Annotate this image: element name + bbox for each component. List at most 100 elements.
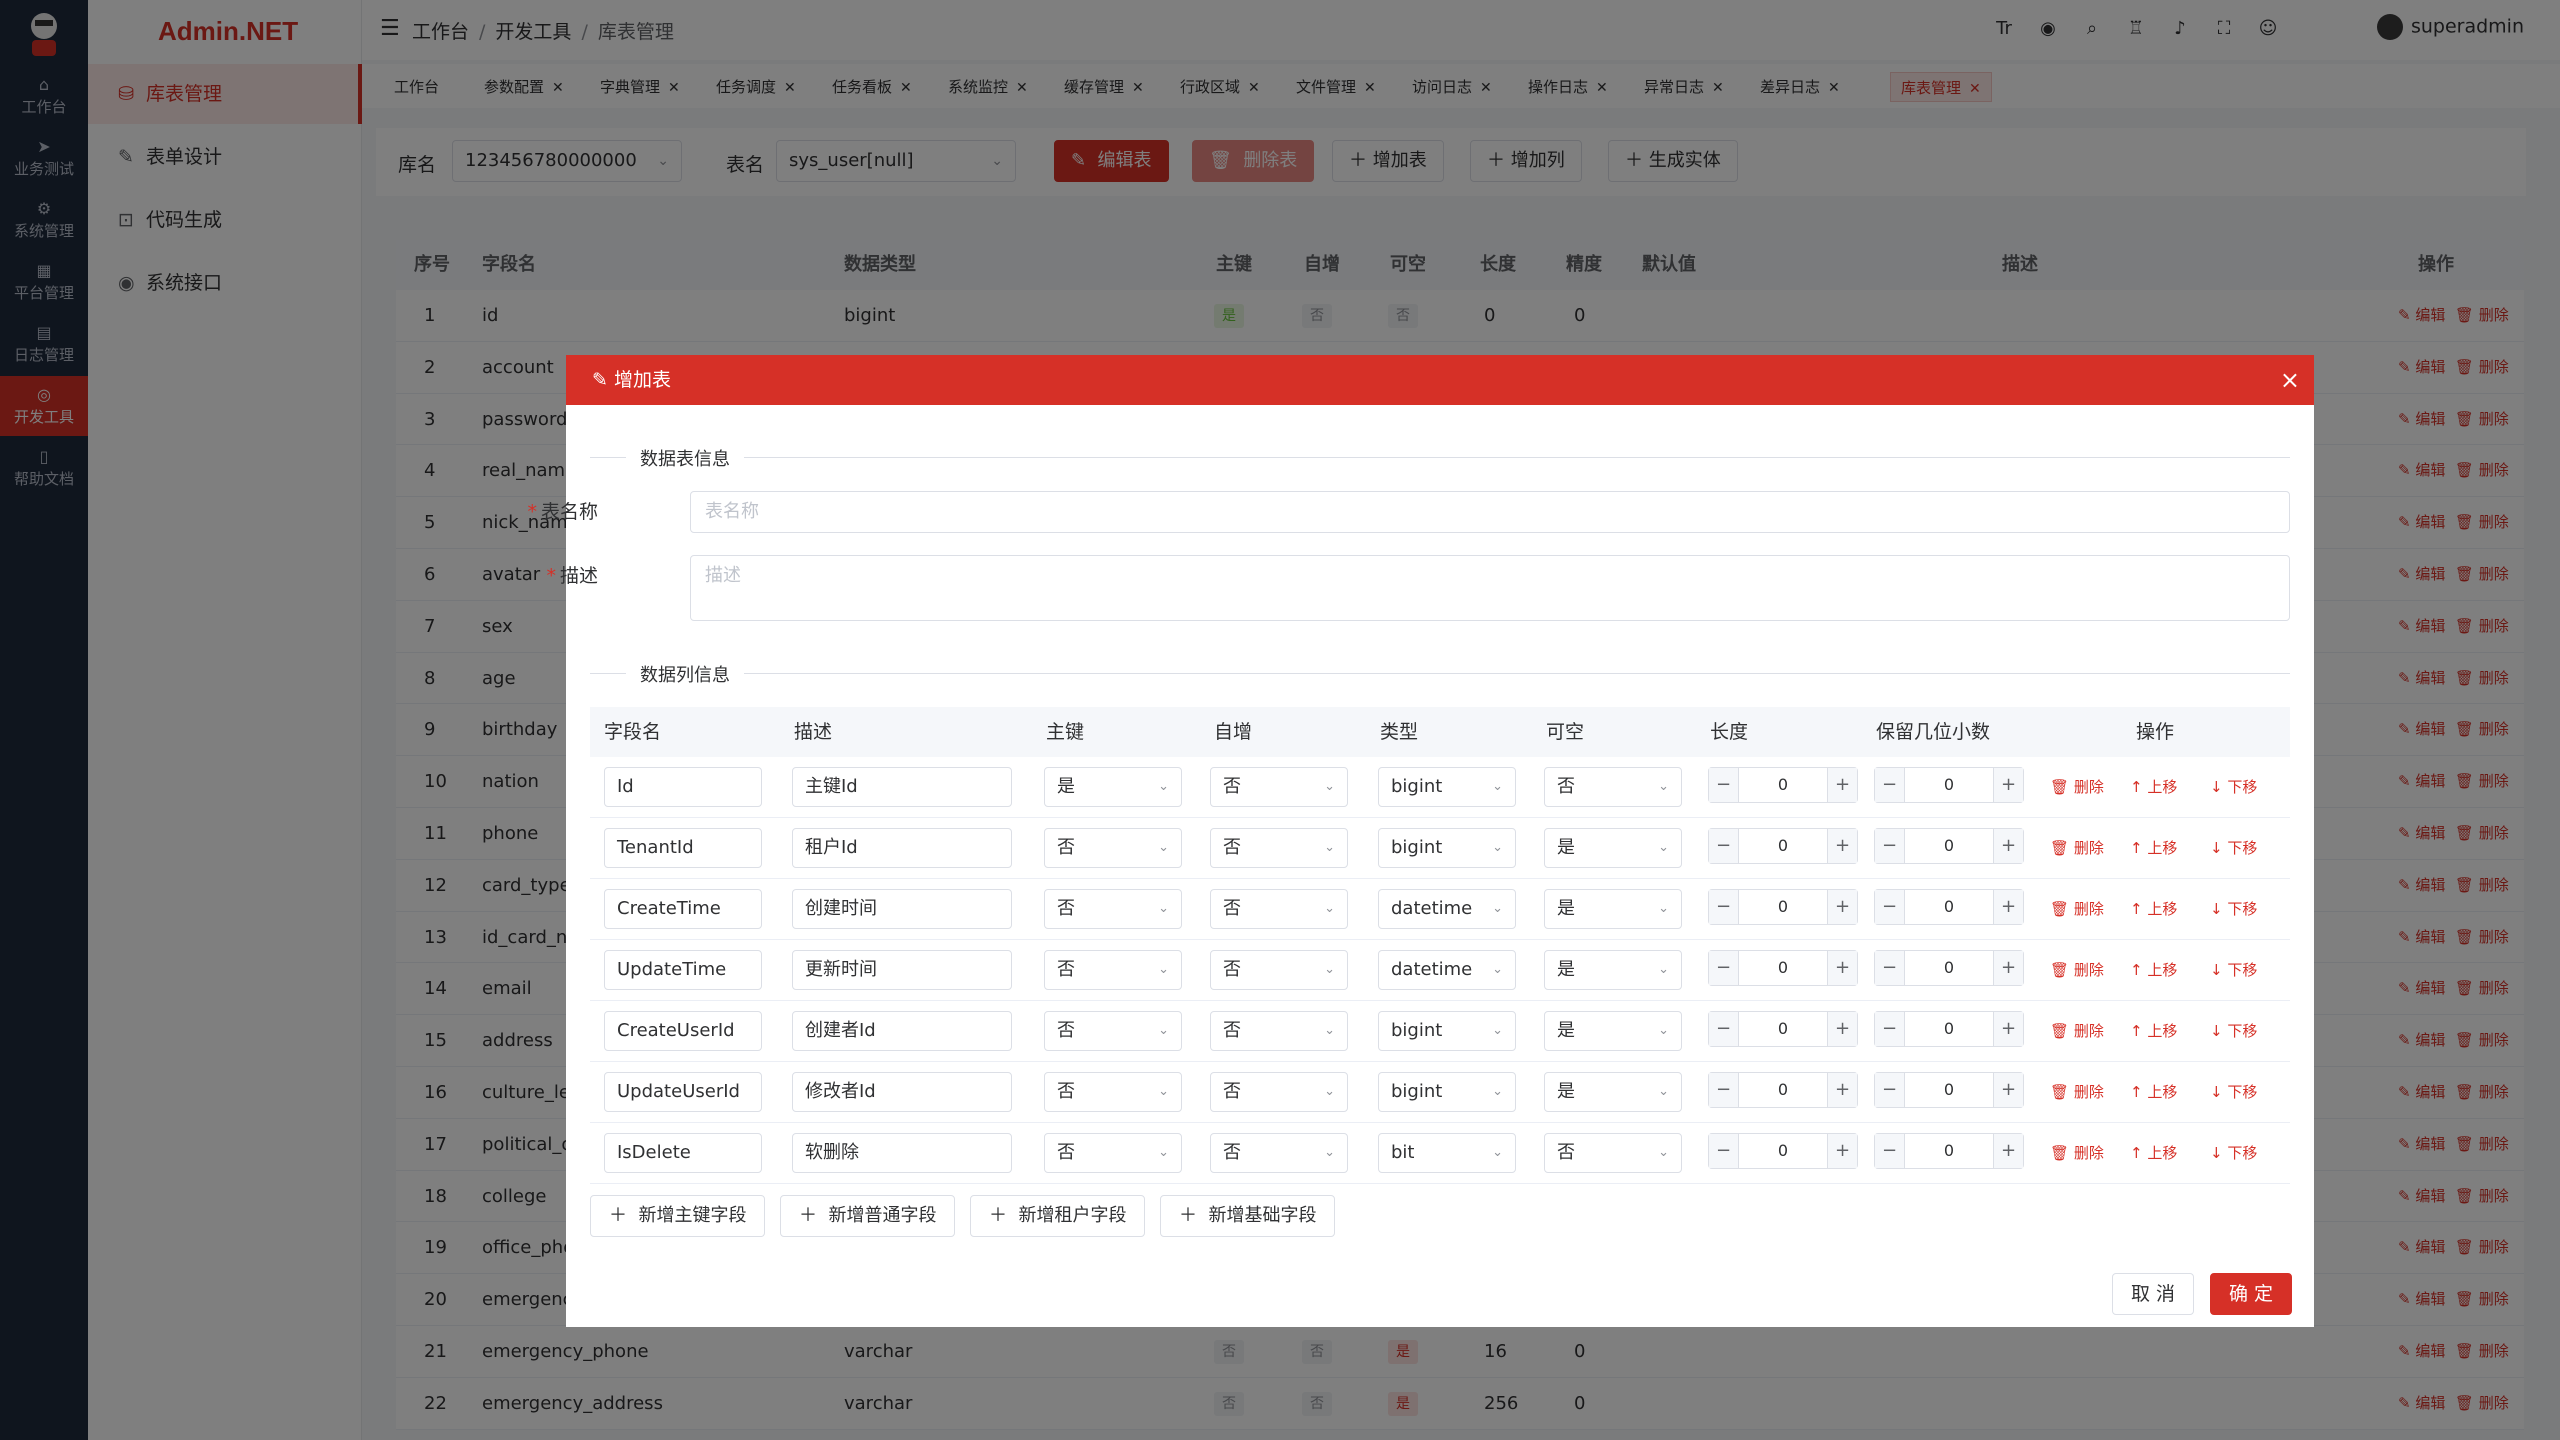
- minus-icon[interactable]: −: [1875, 951, 1905, 985]
- length-stepper[interactable]: −0 +: [1708, 1072, 1858, 1108]
- primary-key-select[interactable]: 否 ⌄: [1044, 1072, 1182, 1112]
- table-name-input[interactable]: 表名称: [690, 491, 2290, 533]
- auto-increment-select[interactable]: 否 ⌄: [1210, 950, 1348, 990]
- delete-row-button[interactable]: 🗑 删除: [2050, 961, 2104, 979]
- plus-icon[interactable]: +: [1827, 890, 1857, 924]
- minus-icon[interactable]: −: [1875, 1012, 1905, 1046]
- auto-increment-select[interactable]: 否 ⌄: [1210, 1011, 1348, 1051]
- type-select[interactable]: bigint ⌄: [1378, 767, 1516, 807]
- field-name-input[interactable]: CreateTime: [604, 889, 762, 929]
- add-base-field-button[interactable]: ＋ 新增基础字段: [1160, 1195, 1336, 1237]
- plus-icon[interactable]: +: [1993, 1073, 2023, 1107]
- minus-icon[interactable]: −: [1875, 768, 1905, 802]
- minus-icon[interactable]: −: [1875, 1073, 1905, 1107]
- length-stepper[interactable]: −0 +: [1708, 889, 1858, 925]
- move-up-button[interactable]: ↑ 上移: [2130, 1144, 2178, 1162]
- move-up-button[interactable]: ↑ 上移: [2130, 778, 2178, 796]
- auto-increment-select[interactable]: 否 ⌄: [1210, 1133, 1348, 1173]
- type-select[interactable]: bigint ⌄: [1378, 1011, 1516, 1051]
- field-desc-input[interactable]: 主键Id: [792, 767, 1012, 807]
- add-normal-field-button[interactable]: ＋ 新增普通字段: [780, 1195, 956, 1237]
- type-select[interactable]: datetime ⌄: [1378, 889, 1516, 929]
- plus-icon[interactable]: +: [1827, 1134, 1857, 1168]
- length-stepper[interactable]: −0 +: [1708, 767, 1858, 803]
- field-desc-input[interactable]: 软删除: [792, 1133, 1012, 1173]
- field-desc-input[interactable]: 修改者Id: [792, 1072, 1012, 1112]
- nullable-select[interactable]: 否 ⌄: [1544, 767, 1682, 807]
- nullable-select[interactable]: 是 ⌄: [1544, 889, 1682, 929]
- plus-icon[interactable]: +: [1827, 951, 1857, 985]
- field-desc-input[interactable]: 更新时间: [792, 950, 1012, 990]
- delete-row-button[interactable]: 🗑 删除: [2050, 778, 2104, 796]
- plus-icon[interactable]: +: [1993, 829, 2023, 863]
- move-down-button[interactable]: ↓ 下移: [2210, 1022, 2258, 1040]
- delete-row-button[interactable]: 🗑 删除: [2050, 839, 2104, 857]
- close-icon[interactable]: ×: [2279, 366, 2300, 394]
- plus-icon[interactable]: +: [1827, 829, 1857, 863]
- field-name-input[interactable]: UpdateTime: [604, 950, 762, 990]
- auto-increment-select[interactable]: 否 ⌄: [1210, 828, 1348, 868]
- move-up-button[interactable]: ↑ 上移: [2130, 1022, 2178, 1040]
- nullable-select[interactable]: 是 ⌄: [1544, 950, 1682, 990]
- move-down-button[interactable]: ↓ 下移: [2210, 961, 2258, 979]
- nullable-select[interactable]: 是 ⌄: [1544, 828, 1682, 868]
- plus-icon[interactable]: +: [1993, 890, 2023, 924]
- move-down-button[interactable]: ↓ 下移: [2210, 900, 2258, 918]
- move-up-button[interactable]: ↑ 上移: [2130, 1083, 2178, 1101]
- nullable-select[interactable]: 否 ⌄: [1544, 1133, 1682, 1173]
- field-name-input[interactable]: UpdateUserId: [604, 1072, 762, 1112]
- minus-icon[interactable]: −: [1709, 890, 1739, 924]
- type-select[interactable]: bigint ⌄: [1378, 828, 1516, 868]
- delete-row-button[interactable]: 🗑 删除: [2050, 1083, 2104, 1101]
- description-textarea[interactable]: 描述: [690, 555, 2290, 621]
- plus-icon[interactable]: +: [1993, 768, 2023, 802]
- plus-icon[interactable]: +: [1993, 951, 2023, 985]
- decimals-stepper[interactable]: −0 +: [1874, 1133, 2024, 1169]
- length-stepper[interactable]: −0 +: [1708, 1011, 1858, 1047]
- plus-icon[interactable]: +: [1827, 768, 1857, 802]
- primary-key-select[interactable]: 是 ⌄: [1044, 767, 1182, 807]
- move-up-button[interactable]: ↑ 上移: [2130, 900, 2178, 918]
- decimals-stepper[interactable]: −0 +: [1874, 1011, 2024, 1047]
- nullable-select[interactable]: 是 ⌄: [1544, 1072, 1682, 1112]
- auto-increment-select[interactable]: 否 ⌄: [1210, 1072, 1348, 1112]
- minus-icon[interactable]: −: [1875, 890, 1905, 924]
- auto-increment-select[interactable]: 否 ⌄: [1210, 889, 1348, 929]
- add-tenant-field-button[interactable]: ＋ 新增租户字段: [970, 1195, 1146, 1237]
- field-desc-input[interactable]: 租户Id: [792, 828, 1012, 868]
- decimals-stepper[interactable]: −0 +: [1874, 828, 2024, 864]
- cancel-button[interactable]: 取 消: [2112, 1273, 2195, 1315]
- type-select[interactable]: datetime ⌄: [1378, 950, 1516, 990]
- minus-icon[interactable]: −: [1709, 1134, 1739, 1168]
- field-name-input[interactable]: TenantId: [604, 828, 762, 868]
- decimals-stepper[interactable]: −0 +: [1874, 950, 2024, 986]
- minus-icon[interactable]: −: [1709, 829, 1739, 863]
- type-select[interactable]: bit ⌄: [1378, 1133, 1516, 1173]
- move-up-button[interactable]: ↑ 上移: [2130, 839, 2178, 857]
- delete-row-button[interactable]: 🗑 删除: [2050, 1022, 2104, 1040]
- move-down-button[interactable]: ↓ 下移: [2210, 778, 2258, 796]
- decimals-stepper[interactable]: −0 +: [1874, 889, 2024, 925]
- primary-key-select[interactable]: 否 ⌄: [1044, 1011, 1182, 1051]
- decimals-stepper[interactable]: −0 +: [1874, 1072, 2024, 1108]
- add-pk-field-button[interactable]: ＋ 新增主键字段: [590, 1195, 766, 1237]
- minus-icon[interactable]: −: [1709, 951, 1739, 985]
- delete-row-button[interactable]: 🗑 删除: [2050, 900, 2104, 918]
- field-desc-input[interactable]: 创建时间: [792, 889, 1012, 929]
- field-name-input[interactable]: IsDelete: [604, 1133, 762, 1173]
- move-down-button[interactable]: ↓ 下移: [2210, 1144, 2258, 1162]
- plus-icon[interactable]: +: [1993, 1134, 2023, 1168]
- primary-key-select[interactable]: 否 ⌄: [1044, 1133, 1182, 1173]
- minus-icon[interactable]: −: [1875, 829, 1905, 863]
- primary-key-select[interactable]: 否 ⌄: [1044, 889, 1182, 929]
- plus-icon[interactable]: +: [1993, 1012, 2023, 1046]
- decimals-stepper[interactable]: −0 +: [1874, 767, 2024, 803]
- plus-icon[interactable]: +: [1827, 1073, 1857, 1107]
- minus-icon[interactable]: −: [1875, 1134, 1905, 1168]
- primary-key-select[interactable]: 否 ⌄: [1044, 828, 1182, 868]
- move-down-button[interactable]: ↓ 下移: [2210, 1083, 2258, 1101]
- confirm-button[interactable]: 确 定: [2210, 1273, 2293, 1315]
- minus-icon[interactable]: −: [1709, 768, 1739, 802]
- length-stepper[interactable]: −0 +: [1708, 950, 1858, 986]
- primary-key-select[interactable]: 否 ⌄: [1044, 950, 1182, 990]
